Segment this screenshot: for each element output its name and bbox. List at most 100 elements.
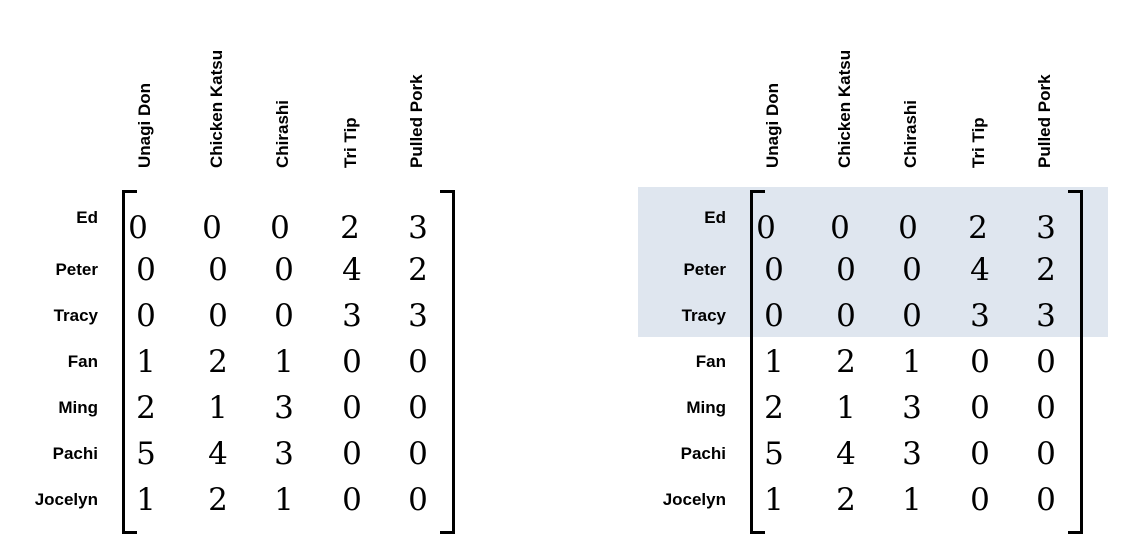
matrix-cell: 0	[764, 252, 784, 288]
matrix-cell: 3	[408, 298, 428, 334]
matrix-cell: 5	[764, 436, 784, 472]
matrix-cell: 0	[408, 390, 428, 426]
matrix-cell: 0	[970, 344, 990, 380]
row-label: Jocelyn	[662, 490, 726, 509]
matrix-cell: 0	[902, 252, 922, 288]
rating-matrix-left: Unagi Don Chicken Katsu Chirashi Tri Tip Pul…	[0, 0, 560, 558]
matrix-right-bracket	[1068, 190, 1083, 534]
matrix-cell: 0	[136, 298, 156, 334]
matrix-cell: 1	[136, 482, 156, 518]
matrix-cell: 3	[274, 436, 294, 472]
matrix-left-bracket	[122, 190, 137, 534]
matrix-cell: 3	[1036, 298, 1056, 334]
column-header: Pulled Pork	[1035, 74, 1054, 168]
column-header: Unagi Don	[135, 83, 154, 168]
matrix-cell: 0	[270, 210, 290, 246]
matrix-right-bracket	[440, 190, 455, 534]
matrix-cell: 2	[208, 344, 228, 380]
matrix-cell: 0	[836, 252, 856, 288]
matrix-cell: 0	[208, 298, 228, 334]
matrix-cell: 4	[836, 436, 856, 472]
matrix-cell: 0	[408, 344, 428, 380]
row-label: Tracy	[53, 306, 98, 325]
row-label: Peter	[683, 260, 726, 279]
matrix-cell: 2	[836, 344, 856, 380]
matrix-cell: 0	[342, 482, 362, 518]
matrix-cell: 0	[342, 436, 362, 472]
column-header: Unagi Don	[763, 83, 782, 168]
matrix-cell: 4	[342, 252, 362, 288]
matrix-cell: 2	[836, 482, 856, 518]
matrix-cell: 0	[1036, 390, 1056, 426]
matrix-cell: 0	[970, 482, 990, 518]
matrix-cell: 2	[764, 390, 784, 426]
matrix-cell: 4	[208, 436, 228, 472]
matrix-cell: 0	[136, 252, 156, 288]
matrix-left-bracket	[750, 190, 765, 534]
column-header: Chirashi	[273, 99, 292, 168]
matrix-cell: 0	[898, 210, 918, 246]
matrix-cell: 0	[970, 390, 990, 426]
row-label: Ed	[704, 208, 726, 227]
matrix-cell: 0	[202, 210, 222, 246]
matrix-cell: 3	[902, 390, 922, 426]
matrix-cell: 2	[408, 252, 428, 288]
matrix-cell: 0	[408, 482, 428, 518]
row-label: Tracy	[681, 306, 726, 325]
matrix-cell: 3	[1036, 210, 1056, 246]
matrix-cell: 2	[136, 390, 156, 426]
matrix-cell: 1	[764, 482, 784, 518]
highlighted-rows-band	[638, 187, 1108, 337]
column-header: Chicken Katsu	[835, 49, 854, 168]
matrix-cell: 4	[970, 252, 990, 288]
matrix-cell: 0	[128, 210, 148, 246]
row-label: Ed	[76, 208, 98, 227]
column-header: Tri Tip	[341, 117, 360, 168]
matrix-cell: 0	[208, 252, 228, 288]
matrix-cell: 0	[1036, 436, 1056, 472]
matrix-cell: 0	[1036, 482, 1056, 518]
row-label: Jocelyn	[34, 490, 98, 509]
matrix-cell: 3	[970, 298, 990, 334]
matrix-cell: 1	[274, 344, 294, 380]
matrix-cell: 0	[836, 298, 856, 334]
column-header: Tri Tip	[969, 117, 988, 168]
matrix-cell: 0	[274, 252, 294, 288]
matrix-cell: 1	[208, 390, 228, 426]
matrix-cell: 2	[340, 210, 360, 246]
matrix-cell: 0	[830, 210, 850, 246]
row-label: Ming	[58, 398, 98, 417]
matrix-cell: 2	[968, 210, 988, 246]
matrix-cell: 0	[970, 436, 990, 472]
row-label: Peter	[55, 260, 98, 279]
row-label: Pachi	[680, 444, 726, 463]
matrix-cell: 1	[136, 344, 156, 380]
matrix-cell: 1	[902, 482, 922, 518]
row-label: Fan	[695, 352, 726, 371]
matrix-cell: 3	[342, 298, 362, 334]
column-header: Chirashi	[901, 99, 920, 168]
matrix-cell: 0	[342, 344, 362, 380]
matrix-cell: 1	[764, 344, 784, 380]
row-label: Fan	[67, 352, 98, 371]
matrix-cell: 1	[274, 482, 294, 518]
column-header: Pulled Pork	[407, 74, 426, 168]
matrix-cell: 0	[1036, 344, 1056, 380]
matrix-cell: 5	[136, 436, 156, 472]
matrix-cell: 3	[274, 390, 294, 426]
row-label: Ming	[686, 398, 726, 417]
matrix-cell: 2	[1036, 252, 1056, 288]
matrix-cell: 3	[408, 210, 428, 246]
matrix-cell: 1	[836, 390, 856, 426]
column-header: Chicken Katsu	[207, 49, 226, 168]
matrix-cell: 0	[408, 436, 428, 472]
matrix-cell: 0	[342, 390, 362, 426]
matrix-cell: 1	[902, 344, 922, 380]
matrix-cell: 0	[902, 298, 922, 334]
matrix-cell: 0	[764, 298, 784, 334]
matrix-cell: 2	[208, 482, 228, 518]
matrix-cell: 3	[902, 436, 922, 472]
matrix-cell: 0	[756, 210, 776, 246]
matrix-cell: 0	[274, 298, 294, 334]
row-label: Pachi	[52, 444, 98, 463]
